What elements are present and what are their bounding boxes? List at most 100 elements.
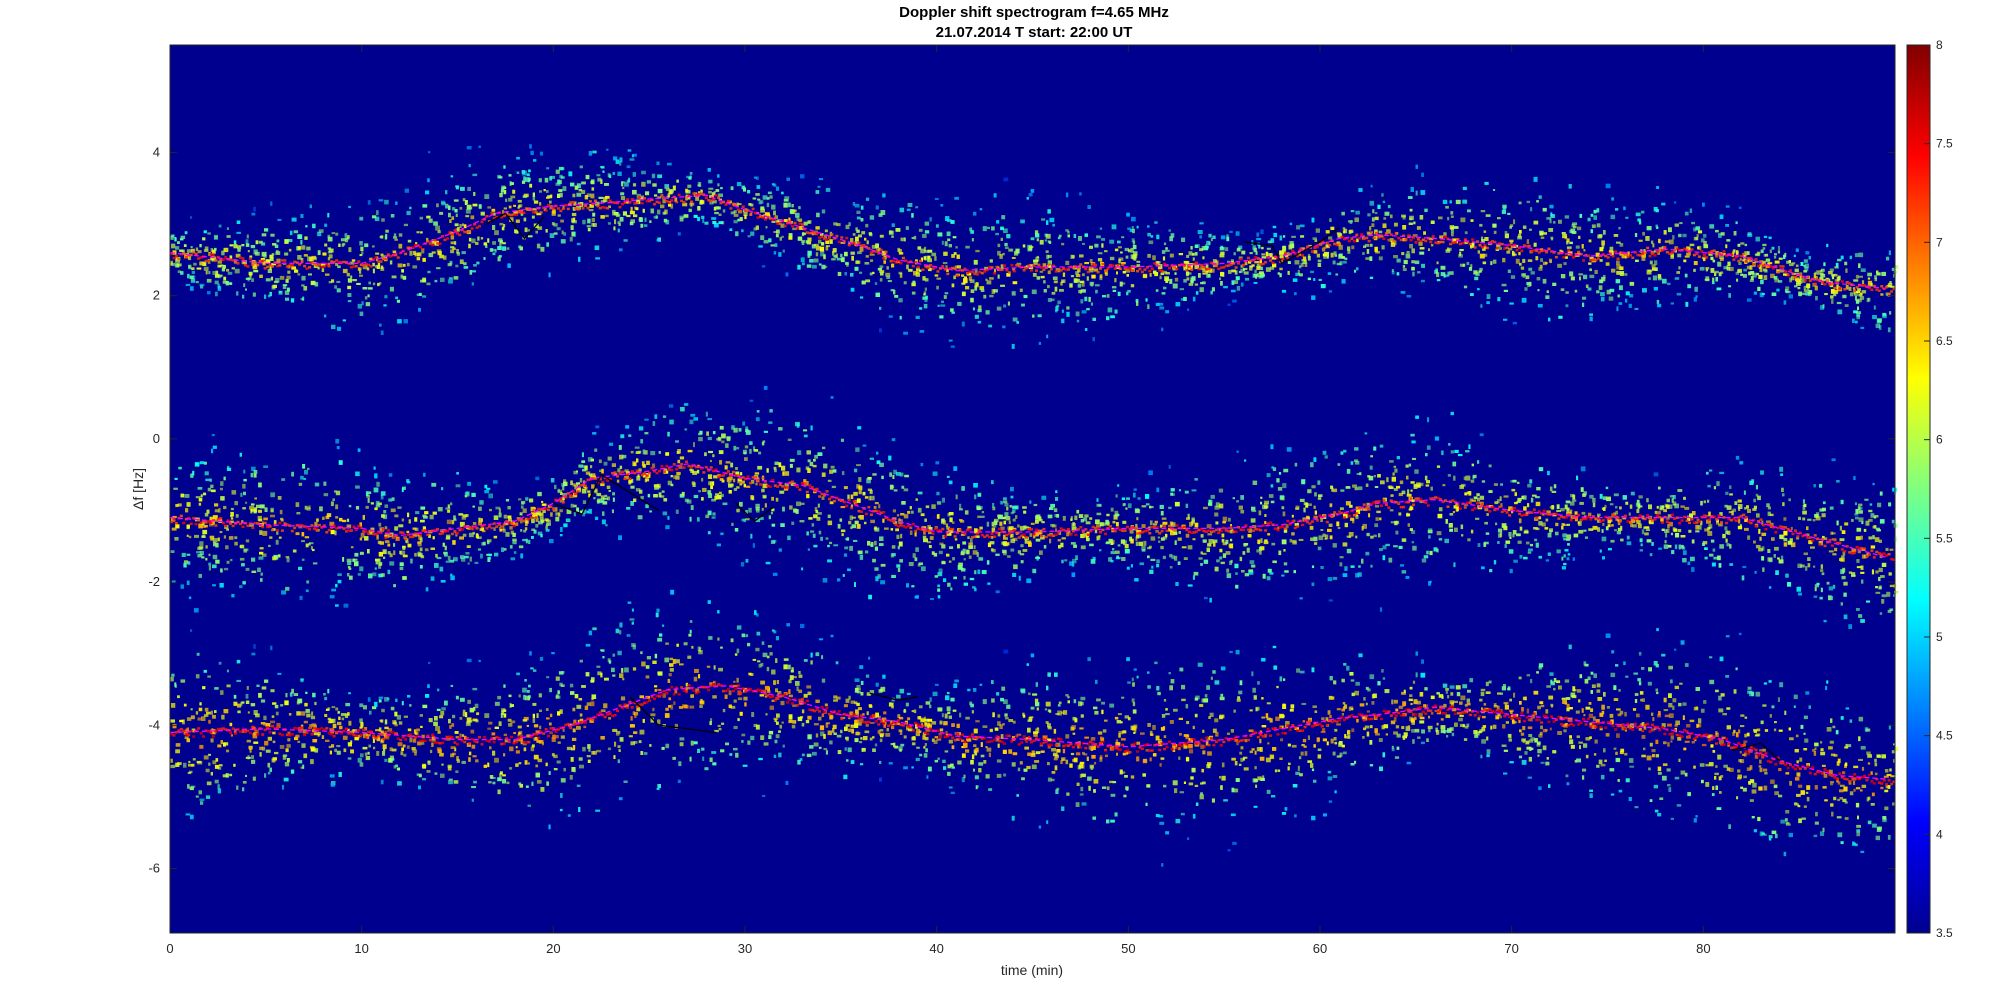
noise-cell bbox=[588, 209, 594, 212]
noise-cell bbox=[1539, 264, 1543, 269]
noise-cell bbox=[877, 267, 883, 271]
noise-cell bbox=[1070, 275, 1075, 278]
noise-cell bbox=[733, 478, 736, 483]
noise-cell bbox=[948, 244, 952, 248]
noise-cell bbox=[379, 282, 382, 285]
noise-cell bbox=[1307, 489, 1312, 494]
noise-cell bbox=[640, 439, 644, 444]
noise-cell bbox=[384, 540, 390, 544]
noise-cell bbox=[1538, 467, 1544, 472]
noise-cell bbox=[920, 257, 923, 262]
noise-cell bbox=[921, 566, 926, 572]
noise-cell bbox=[1130, 247, 1134, 253]
band-core-cell bbox=[172, 256, 176, 260]
noise-cell bbox=[1312, 237, 1317, 240]
noise-cell bbox=[880, 563, 886, 567]
noise-cell bbox=[1092, 556, 1096, 561]
noise-cell bbox=[183, 244, 187, 247]
noise-cell bbox=[617, 221, 621, 225]
band-core-cell bbox=[931, 267, 935, 270]
noise-cell bbox=[815, 190, 820, 194]
noise-cell bbox=[378, 199, 384, 202]
noise-cell bbox=[837, 271, 842, 276]
noise-cell bbox=[1886, 256, 1890, 261]
noise-cell bbox=[1401, 538, 1407, 542]
noise-cell bbox=[937, 584, 941, 588]
noise-cell bbox=[824, 234, 828, 239]
band-core-cell bbox=[633, 202, 637, 205]
noise-cell bbox=[1479, 253, 1485, 259]
noise-cell bbox=[1342, 227, 1346, 230]
noise-cell bbox=[601, 468, 604, 474]
noise-cell bbox=[701, 497, 704, 501]
noise-cell bbox=[312, 223, 316, 229]
noise-cell bbox=[1706, 471, 1709, 475]
band-core-cell bbox=[946, 272, 950, 276]
noise-cell bbox=[1452, 511, 1455, 514]
noise-cell bbox=[522, 170, 527, 176]
noise-cell bbox=[1824, 293, 1828, 296]
noise-cell bbox=[818, 178, 824, 181]
noise-cell bbox=[1603, 274, 1606, 280]
noise-cell bbox=[1737, 243, 1741, 247]
noise-cell bbox=[1033, 260, 1038, 265]
noise-cell bbox=[170, 550, 175, 553]
noise-cell bbox=[833, 222, 838, 226]
noise-cell bbox=[1418, 241, 1423, 246]
noise-cell bbox=[1191, 489, 1197, 492]
noise-cell bbox=[1421, 263, 1425, 268]
noise-cell bbox=[1226, 568, 1230, 573]
noise-cell bbox=[1023, 294, 1028, 299]
band-core-cell bbox=[1665, 251, 1669, 254]
noise-cell bbox=[437, 507, 443, 512]
noise-cell bbox=[546, 167, 550, 170]
noise-cell bbox=[1396, 272, 1400, 276]
band-core-cell bbox=[1495, 246, 1499, 250]
band-core-cell bbox=[492, 217, 496, 220]
noise-cell bbox=[636, 476, 641, 481]
band-core-cell bbox=[798, 222, 802, 225]
noise-cell bbox=[1526, 541, 1530, 545]
noise-cell bbox=[1222, 542, 1228, 546]
noise-cell bbox=[1744, 507, 1747, 510]
noise-cell bbox=[355, 471, 360, 477]
noise-cell bbox=[620, 192, 625, 196]
noise-cell bbox=[771, 508, 775, 512]
noise-cell bbox=[258, 240, 263, 244]
noise-cell bbox=[375, 558, 379, 562]
noise-cell bbox=[1104, 250, 1108, 253]
noise-cell bbox=[680, 407, 685, 412]
noise-cell bbox=[602, 170, 605, 173]
noise-cell bbox=[1300, 235, 1305, 238]
noise-cell bbox=[707, 490, 712, 495]
noise-cell bbox=[582, 509, 587, 514]
noise-cell bbox=[1349, 220, 1353, 224]
noise-cell bbox=[212, 250, 216, 254]
noise-cell bbox=[1526, 282, 1531, 285]
noise-cell bbox=[900, 533, 903, 539]
band-core-cell bbox=[253, 261, 257, 264]
noise-cell bbox=[242, 507, 246, 510]
noise-cell bbox=[525, 538, 528, 544]
noise-cell bbox=[304, 505, 308, 510]
noise-cell bbox=[310, 280, 316, 286]
noise-cell bbox=[203, 249, 209, 252]
noise-cell bbox=[750, 533, 753, 539]
noise-cell bbox=[783, 219, 788, 223]
noise-cell bbox=[811, 244, 816, 249]
noise-cell bbox=[928, 527, 933, 532]
band-core-cell bbox=[1532, 249, 1536, 252]
band-core-cell bbox=[941, 265, 945, 268]
noise-cell bbox=[956, 254, 960, 259]
noise-cell bbox=[763, 430, 768, 433]
noise-cell bbox=[1627, 251, 1630, 256]
noise-cell bbox=[667, 162, 672, 166]
noise-cell bbox=[364, 296, 368, 300]
noise-cell bbox=[978, 557, 984, 561]
noise-cell bbox=[1545, 559, 1550, 562]
noise-cell bbox=[1821, 268, 1825, 272]
band-core-cell bbox=[436, 242, 440, 245]
noise-cell bbox=[1801, 278, 1806, 283]
noise-cell bbox=[1746, 265, 1751, 270]
noise-cell bbox=[1856, 566, 1862, 569]
